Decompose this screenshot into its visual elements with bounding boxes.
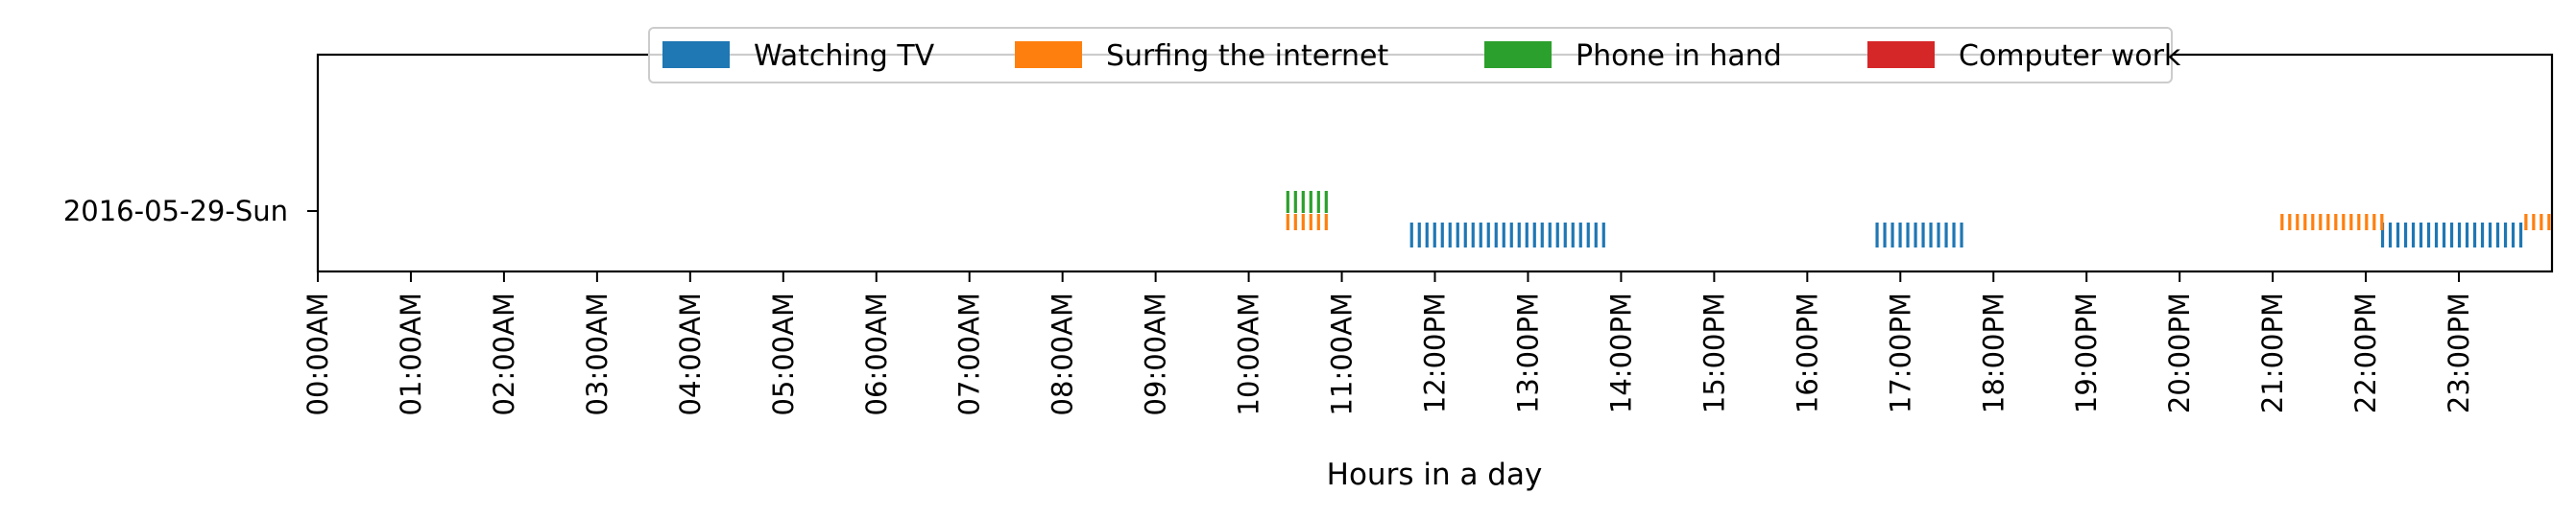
x-tick-label: 16:00PM bbox=[1791, 293, 1823, 413]
x-tick-label: 10:00AM bbox=[1233, 293, 1265, 415]
activity-interval bbox=[1409, 223, 1605, 247]
legend-swatch bbox=[1015, 41, 1082, 68]
x-tick-label: 17:00PM bbox=[1884, 293, 1916, 413]
x-axis-ticks: 00:00AM 01:00AM 02:00AM 03:00AM 04:00AM 05:00… bbox=[301, 271, 2475, 415]
y-axis-ticks: 2016-05-29-Sun bbox=[63, 195, 318, 227]
x-tick-label: 03:00AM bbox=[581, 293, 614, 415]
activity-interval bbox=[1286, 214, 1328, 230]
x-tick-label: 07:00AM bbox=[953, 293, 986, 415]
legend-label: Computer work bbox=[1959, 39, 2181, 73]
activity-interval bbox=[1875, 223, 1963, 247]
activity-marks bbox=[1286, 191, 2551, 247]
x-tick-label: 05:00AM bbox=[767, 293, 800, 415]
legend-label: Surfing the internet bbox=[1106, 39, 1388, 73]
y-tick-label: 2016-05-29-Sun bbox=[63, 195, 288, 227]
x-tick-label: 12:00PM bbox=[1419, 293, 1452, 413]
x-tick-label: 02:00AM bbox=[488, 293, 520, 415]
x-tick-label: 08:00AM bbox=[1047, 293, 1079, 415]
x-tick-label: 22:00PM bbox=[2349, 293, 2382, 413]
legend-swatch bbox=[1867, 41, 1935, 68]
legend-swatch bbox=[662, 41, 730, 68]
legend-label: Phone in hand bbox=[1576, 39, 1782, 73]
legend-label: Watching TV bbox=[754, 39, 935, 73]
x-tick-label: 18:00PM bbox=[1977, 293, 2010, 413]
x-tick-label: 09:00AM bbox=[1140, 293, 1172, 415]
x-tick-label: 04:00AM bbox=[674, 293, 707, 415]
x-tick-label: 15:00PM bbox=[1697, 293, 1730, 413]
x-tick-label: 06:00AM bbox=[860, 293, 893, 415]
x-tick-label: 23:00PM bbox=[2443, 293, 2475, 413]
activity-interval bbox=[2524, 214, 2551, 230]
x-tick-label: 01:00AM bbox=[395, 293, 427, 415]
legend: Watching TV Surfing the internet Phone in … bbox=[648, 27, 2181, 83]
x-tick-label: 13:00PM bbox=[1511, 293, 1544, 413]
x-tick-label: 19:00PM bbox=[2070, 293, 2103, 413]
x-tick-label: 11:00AM bbox=[1326, 293, 1359, 415]
legend-swatch bbox=[1484, 41, 1552, 68]
activity-interval bbox=[1286, 191, 1328, 213]
x-tick-label: 21:00PM bbox=[2256, 293, 2289, 413]
activity-interval bbox=[2280, 214, 2384, 230]
x-tick-label: 20:00PM bbox=[2163, 293, 2196, 413]
x-axis-label: Hours in a day bbox=[1327, 458, 1543, 492]
x-tick-label: 00:00AM bbox=[301, 293, 334, 415]
x-tick-label: 14:00PM bbox=[1604, 293, 1637, 413]
